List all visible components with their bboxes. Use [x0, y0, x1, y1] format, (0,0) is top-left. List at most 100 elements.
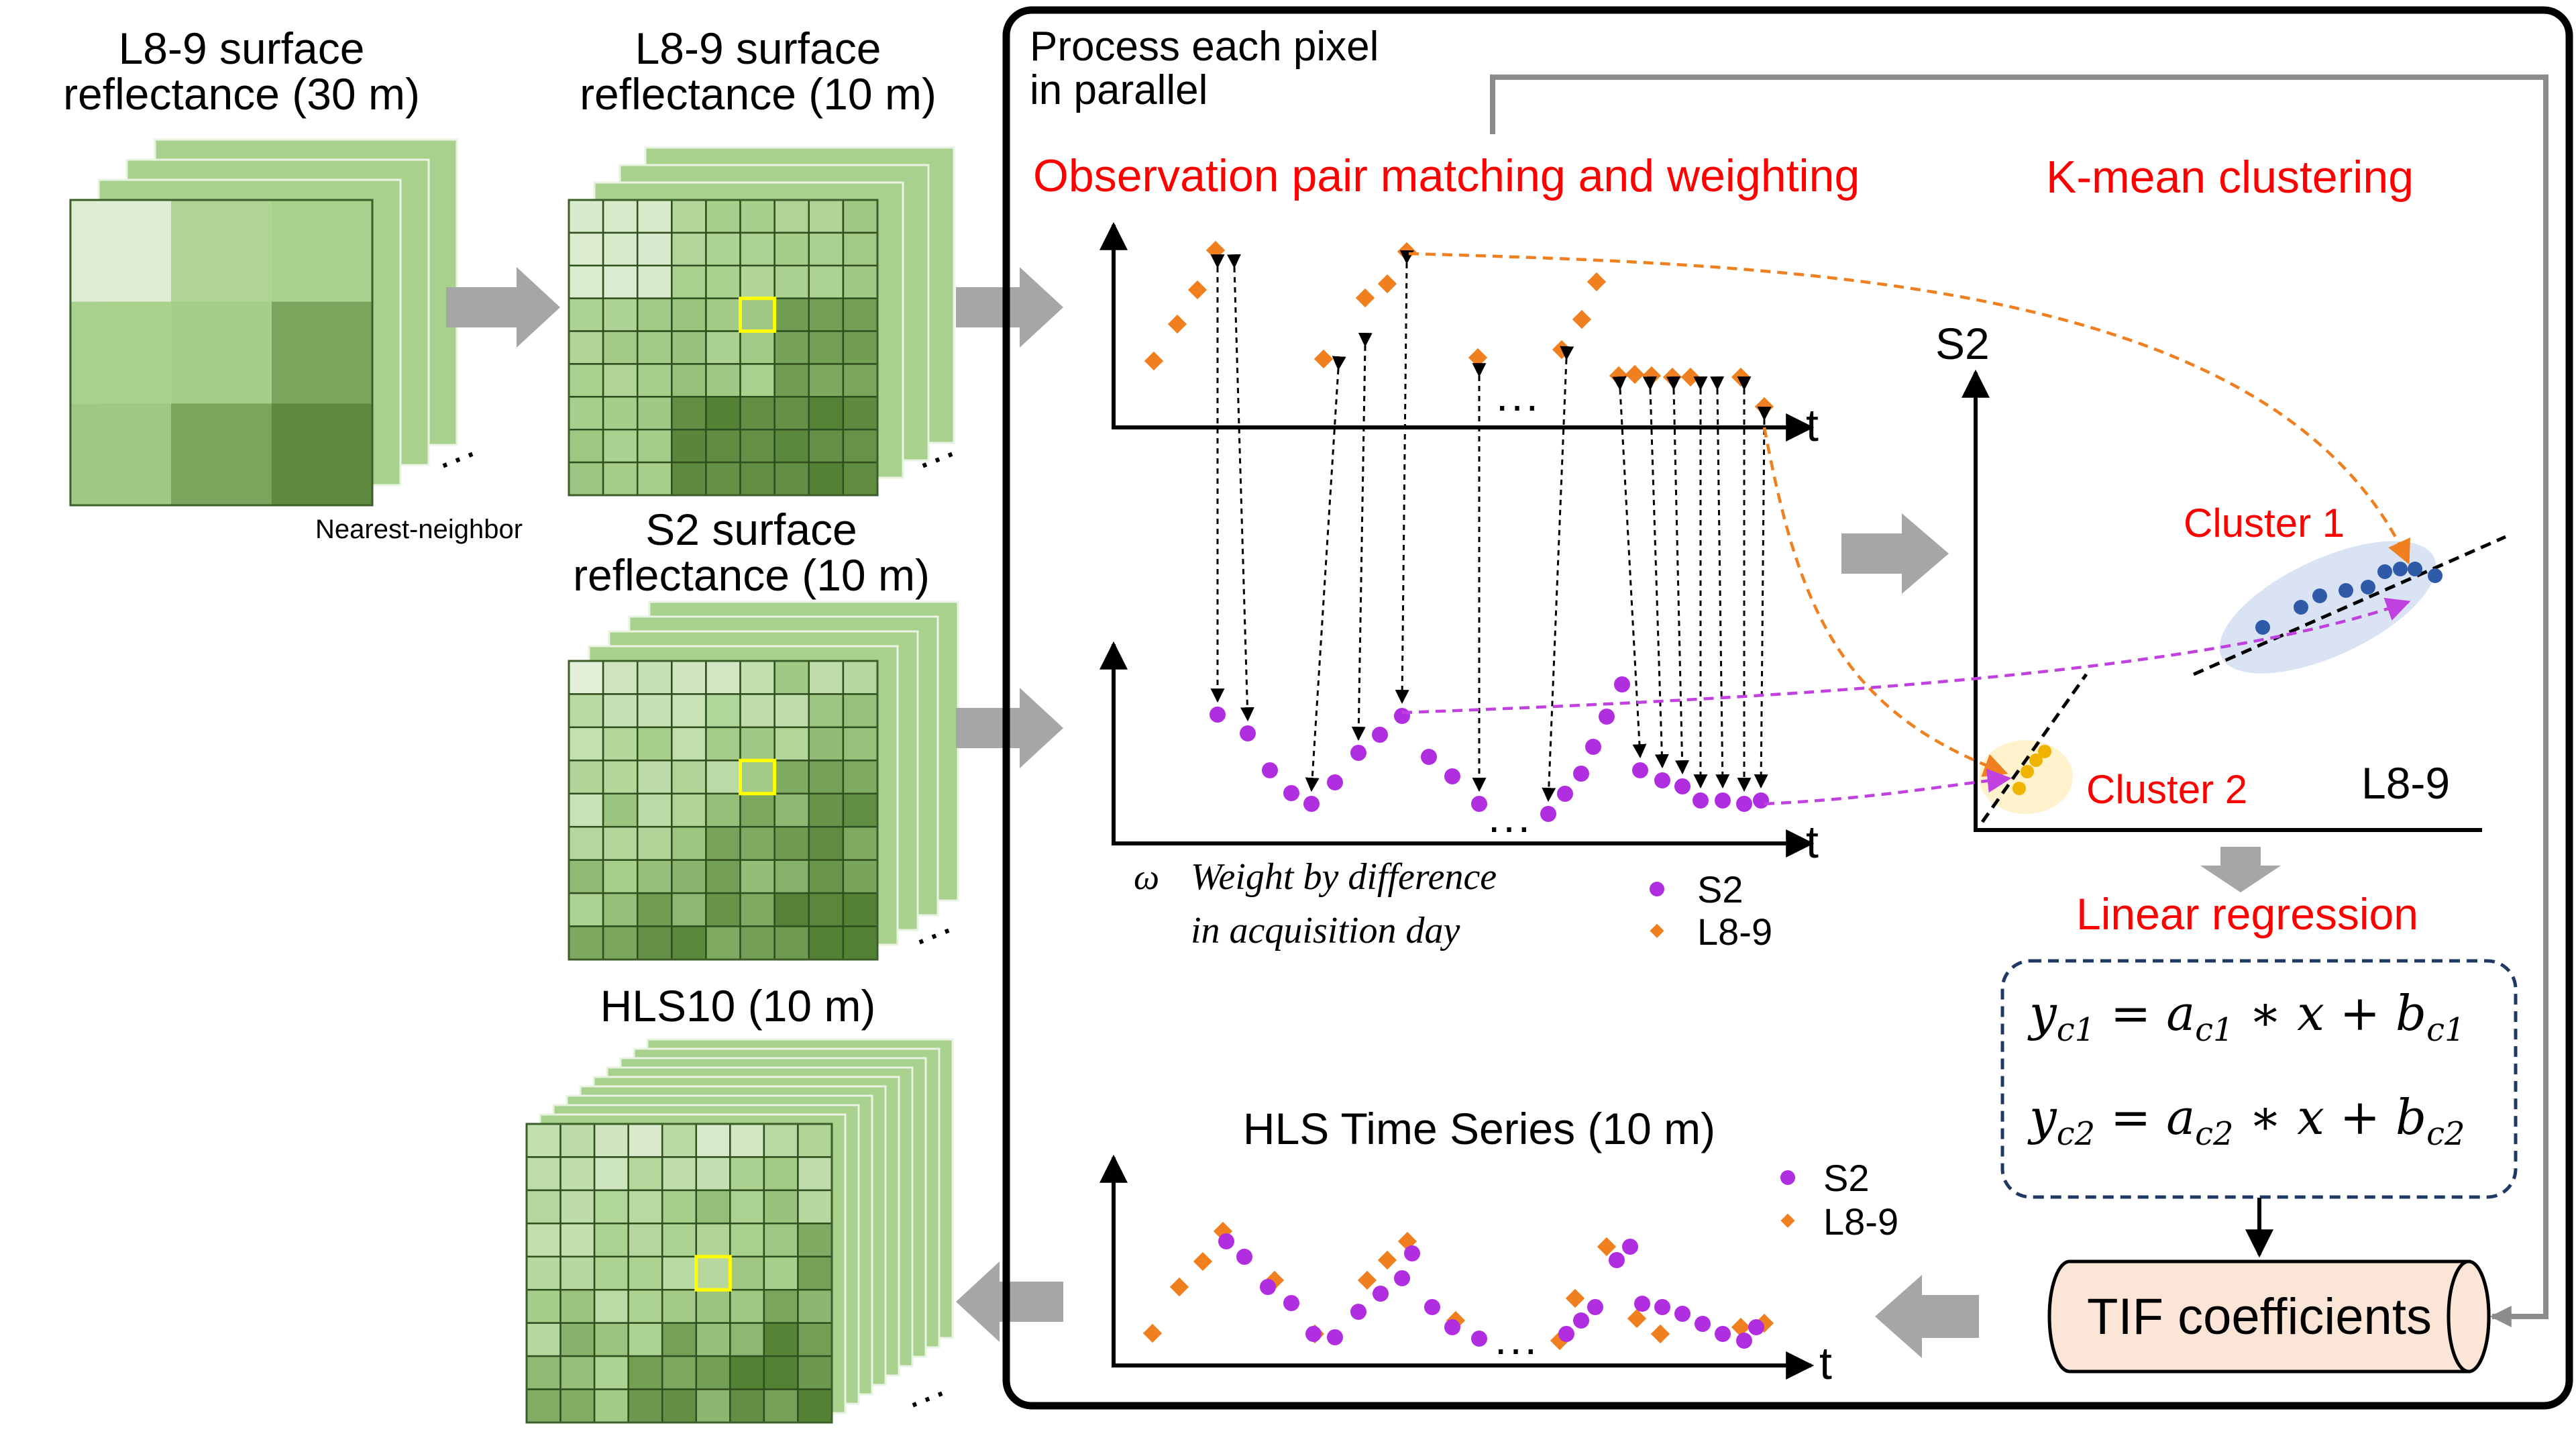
to-clustering-arrow: [1841, 513, 1949, 594]
pixel-cell: [602, 461, 639, 497]
pixel-cell: [568, 461, 604, 497]
s2-plot-t-label: t: [1806, 817, 1819, 868]
l89-to-scatter-link: [1408, 252, 2410, 565]
pixel-cell: [739, 264, 775, 299]
s2-observation: [1654, 772, 1670, 788]
s2-observation: [1373, 1286, 1389, 1302]
pixel-cell: [602, 363, 639, 398]
s2-observation: [1372, 727, 1388, 743]
pixel-cell: [705, 859, 741, 894]
pixel-cell: [695, 1123, 731, 1158]
pixel-cell: [797, 1255, 833, 1291]
pixel-cell: [525, 1255, 561, 1291]
pixel-cell: [602, 428, 639, 464]
s2-observation: [1573, 1312, 1589, 1329]
cluster2-label: Cluster 2: [2086, 767, 2247, 812]
pixel-cell: [636, 825, 673, 861]
pixel-cell: [773, 859, 810, 894]
pixel-cell: [808, 892, 845, 927]
pixel-cell: [808, 760, 845, 795]
s2-observation: [1674, 1306, 1690, 1322]
pixel-cell: [636, 726, 673, 762]
l89-30m-stack-title: L8-9 surface reflectance (30 m): [63, 23, 420, 119]
match-arrow: [1754, 407, 1772, 789]
pixel-cell: [729, 1388, 765, 1424]
pixel-cell: [602, 859, 639, 894]
l89-observation: [1167, 314, 1187, 334]
pixel-cell: [739, 792, 775, 828]
pixel-cell: [671, 428, 707, 464]
pixel-cell: [739, 231, 775, 267]
pixel-cell: [729, 1355, 765, 1390]
s2-observation: [1573, 766, 1589, 782]
pixel-cell: [797, 1388, 833, 1424]
pixel-cell: [808, 297, 845, 332]
stack-front-border: [525, 1123, 833, 1424]
s2-observation: [1634, 1296, 1650, 1312]
l89-observation: [1627, 1308, 1647, 1329]
l89-observation: [1205, 240, 1226, 260]
hls-series-title: HLS Time Series (10 m): [1243, 1104, 1715, 1153]
pixel-cell: [602, 660, 639, 695]
pixel-cell: [272, 301, 372, 404]
pixel-cell: [739, 726, 775, 762]
pixel-cell: [695, 1388, 731, 1424]
pixel-cell: [671, 461, 707, 497]
match-arrow: [1351, 332, 1373, 741]
pixel-cell: [627, 1355, 663, 1390]
pixel-cell: [763, 1288, 799, 1324]
pixel-cell: [797, 1123, 833, 1158]
pixel-cell: [739, 330, 775, 365]
l89-observation: [1625, 364, 1645, 384]
pixel-cell: [763, 1322, 799, 1357]
pixel-cell: [739, 693, 775, 729]
l89-observation: [1377, 1250, 1397, 1270]
pixel-cell: [602, 297, 639, 332]
pixel-cell: [705, 363, 741, 398]
pixel-cell: [559, 1223, 596, 1258]
svg-text:S2 surface: S2 surface: [645, 505, 857, 554]
l89-observation: [1144, 351, 1164, 371]
pixel-cell: [705, 925, 741, 961]
pixel-cell: [773, 264, 810, 299]
pixel-cell: [593, 1288, 629, 1324]
pixel-cell: [636, 461, 673, 497]
pixel-cell: [661, 1255, 698, 1291]
pixel-cell: [705, 760, 741, 795]
pixel-cell: [525, 1388, 561, 1424]
s2-observation: [1404, 1245, 1420, 1261]
stack4-ellipsis: ...: [897, 1359, 953, 1416]
pixel-cell: [808, 231, 845, 267]
svg-text:yc2 = ac2 ∗ x + bc2: yc2 = ac2 ∗ x + bc2: [2027, 1089, 2465, 1153]
pixel-cell: [525, 1223, 561, 1258]
s2-observation: [1327, 774, 1343, 790]
s2-observation: [1305, 1326, 1322, 1342]
pixel-cell: [808, 660, 845, 695]
pixel-cell: [568, 760, 604, 795]
pixel-cell: [602, 330, 639, 365]
pixel-cell: [705, 297, 741, 332]
pixel-cell: [797, 1322, 833, 1357]
pixel-cell: [808, 461, 845, 497]
s2-observation: [1736, 1333, 1752, 1349]
pixel-cell: [763, 1355, 799, 1390]
svg-text:L8-9 surface: L8-9 surface: [119, 23, 365, 73]
pixel-cell: [729, 1288, 765, 1324]
s2-plot-ellipsis: ...: [1488, 792, 1533, 841]
l89-observation: [1565, 1288, 1585, 1308]
pixel-cell: [602, 925, 639, 961]
s2-observation: [1622, 1239, 1638, 1255]
pixel-cell: [661, 1223, 698, 1258]
pixel-cell: [636, 925, 673, 961]
s2-observation: [1715, 1326, 1731, 1342]
pixel-cell: [671, 693, 707, 729]
pixel-cell: [636, 693, 673, 729]
hls-legend-l89-marker: [1780, 1213, 1795, 1228]
pixel-cell: [568, 396, 604, 431]
pixel-cell: [568, 660, 604, 695]
match-arrow: [1710, 376, 1730, 789]
pixel-cell: [627, 1322, 663, 1357]
matching-heading: Observation pair matching and weighting: [1033, 150, 1860, 201]
pixel-cell: [797, 1355, 833, 1390]
weight-note: ω Weight by difference in acquisition da…: [1134, 856, 1497, 951]
